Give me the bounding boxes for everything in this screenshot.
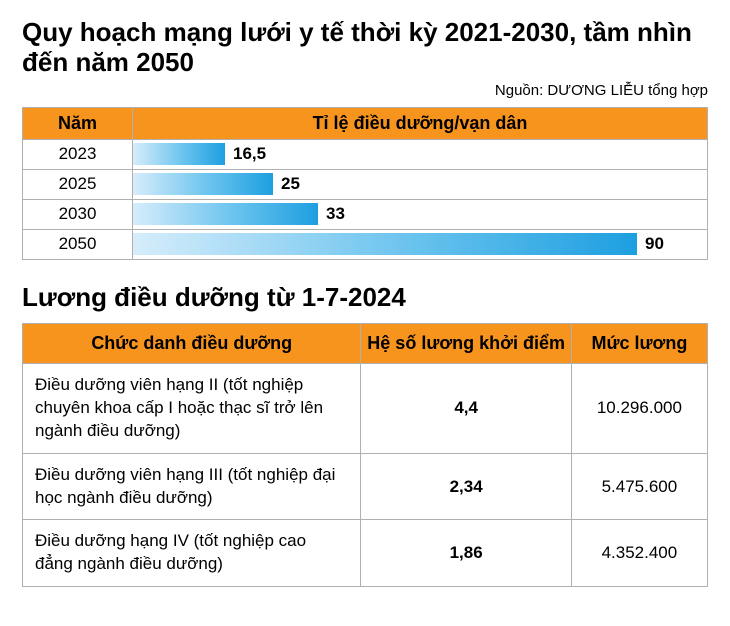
- salary-coef: 4,4: [361, 363, 571, 453]
- chart-bar: [133, 173, 273, 195]
- chart-bar-value: 16,5: [233, 144, 266, 164]
- chart-row: 2030 33: [23, 199, 708, 229]
- salary-coef: 1,86: [361, 520, 571, 587]
- chart-body: 2023 16,5 2025 25 2030 33 2050 90: [23, 139, 708, 259]
- chart-bar: [133, 203, 318, 225]
- section2-title: Lương điều dưỡng từ 1-7-2024: [22, 282, 708, 313]
- chart-year-cell: 2023: [23, 139, 133, 169]
- source-label: Nguồn: DƯƠNG LIỄU tổng hợp: [22, 82, 708, 99]
- chart-col-value: Tỉ lệ điều dưỡng/vạn dân: [133, 107, 708, 139]
- chart-row: 2025 25: [23, 169, 708, 199]
- salary-amount: 4.352.400: [571, 520, 707, 587]
- chart-row: 2023 16,5: [23, 139, 708, 169]
- salary-desc: Điều dưỡng viên hạng III (tốt nghiệp đại…: [23, 453, 361, 520]
- chart-bar: [133, 233, 637, 255]
- salary-col-header: Mức lương: [571, 323, 707, 363]
- chart-bar-cell: 16,5: [133, 139, 708, 169]
- chart-bar-value: 25: [281, 174, 300, 194]
- chart-bar-value: 33: [326, 204, 345, 224]
- salary-header-row: Chức danh điều dưỡngHệ số lương khởi điể…: [23, 323, 708, 363]
- section1-title: Quy hoạch mạng lưới y tế thời kỳ 2021-20…: [22, 18, 708, 78]
- salary-desc: Điều dưỡng hạng IV (tốt nghiệp cao đẳng …: [23, 520, 361, 587]
- salary-row: Điều dưỡng viên hạng II (tốt nghiệp chuy…: [23, 363, 708, 453]
- chart-year-cell: 2050: [23, 229, 133, 259]
- salary-table: Chức danh điều dưỡngHệ số lương khởi điể…: [22, 323, 708, 588]
- chart-col-year: Năm: [23, 107, 133, 139]
- chart-year-cell: 2030: [23, 199, 133, 229]
- ratio-chart: Năm Tỉ lệ điều dưỡng/vạn dân 202316,5202…: [22, 107, 708, 260]
- salary-body: Điều dưỡng viên hạng II (tốt nghiệp chuy…: [23, 363, 708, 587]
- chart-year-cell: 2025: [23, 169, 133, 199]
- salary-amount: 10.296.000: [571, 363, 707, 453]
- salary-col-header: Chức danh điều dưỡng: [23, 323, 361, 363]
- chart-row: 2050 90: [23, 229, 708, 259]
- chart-bar-value: 90: [645, 234, 664, 254]
- chart-bar-cell: 90: [133, 229, 708, 259]
- salary-amount: 5.475.600: [571, 453, 707, 520]
- salary-col-header: Hệ số lương khởi điểm: [361, 323, 571, 363]
- chart-bar-cell: 25: [133, 169, 708, 199]
- chart-bar-cell: 33: [133, 199, 708, 229]
- chart-bar: [133, 143, 225, 165]
- salary-desc: Điều dưỡng viên hạng II (tốt nghiệp chuy…: [23, 363, 361, 453]
- salary-coef: 2,34: [361, 453, 571, 520]
- salary-row: Điều dưỡng viên hạng III (tốt nghiệp đại…: [23, 453, 708, 520]
- salary-row: Điều dưỡng hạng IV (tốt nghiệp cao đẳng …: [23, 520, 708, 587]
